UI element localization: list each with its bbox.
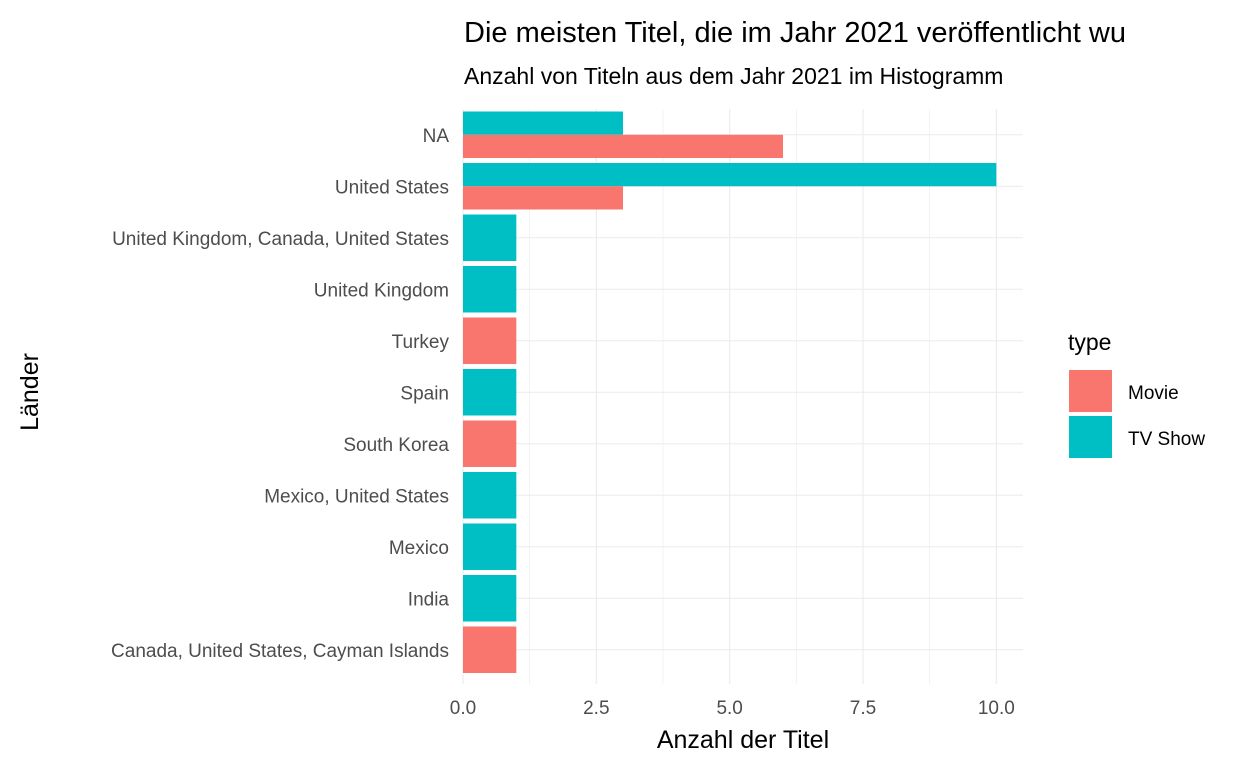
chart-title: Die meisten Titel, die im Jahr 2021 verö… <box>464 17 1126 49</box>
bar-tv-show <box>463 214 517 261</box>
y-tick-label: South Korea <box>343 435 449 456</box>
x-tick-label: 5.0 <box>716 698 742 719</box>
bar-tv-show <box>463 163 997 187</box>
legend-swatch <box>1069 416 1112 458</box>
y-tick-label: NA <box>423 126 450 147</box>
x-tick-label: 7.5 <box>850 698 876 719</box>
y-tick-labels: NA United States United Kingdom, Canada, U… <box>111 126 449 662</box>
x-tick-label: 0.0 <box>450 698 476 719</box>
y-tick-label: United Kingdom <box>314 280 449 301</box>
legend: type Movie TV Show <box>1068 329 1205 458</box>
x-axis-label: Anzahl der Titel <box>657 726 829 754</box>
bar-tv-show <box>463 575 517 622</box>
y-tick-label: Mexico, United States <box>264 486 449 507</box>
bar-movie <box>463 420 517 467</box>
legend-swatch <box>1069 370 1112 412</box>
legend-title: type <box>1068 329 1111 355</box>
y-tick-label: United Kingdom, Canada, United States <box>112 229 449 250</box>
bar-movie <box>463 134 783 158</box>
legend-label: Movie <box>1128 383 1179 404</box>
bars <box>463 111 997 673</box>
y-tick-label: India <box>408 589 450 610</box>
bar-movie <box>463 626 517 673</box>
y-tick-label: Mexico <box>389 538 449 559</box>
bar-movie <box>463 317 517 364</box>
y-tick-label: Turkey <box>392 332 450 353</box>
bar-tv-show <box>463 523 517 570</box>
x-tick-labels: 0.0 2.5 5.0 7.5 10.0 <box>450 698 1015 719</box>
y-tick-label: United States <box>335 177 449 198</box>
x-tick-label: 10.0 <box>978 698 1015 719</box>
bar-tv-show <box>463 472 517 519</box>
bar-tv-show <box>463 369 517 416</box>
bar-tv-show <box>463 266 517 313</box>
y-tick-label: Canada, United States, Cayman Islands <box>111 641 449 662</box>
y-axis-label: Länder <box>16 353 44 431</box>
chart-subtitle: Anzahl von Titeln aus dem Jahr 2021 im H… <box>464 63 1003 89</box>
bar-tv-show <box>463 111 623 135</box>
x-tick-label: 2.5 <box>583 698 609 719</box>
bar-movie <box>463 186 623 210</box>
y-tick-label: Spain <box>400 383 449 404</box>
legend-label: TV Show <box>1128 429 1205 450</box>
